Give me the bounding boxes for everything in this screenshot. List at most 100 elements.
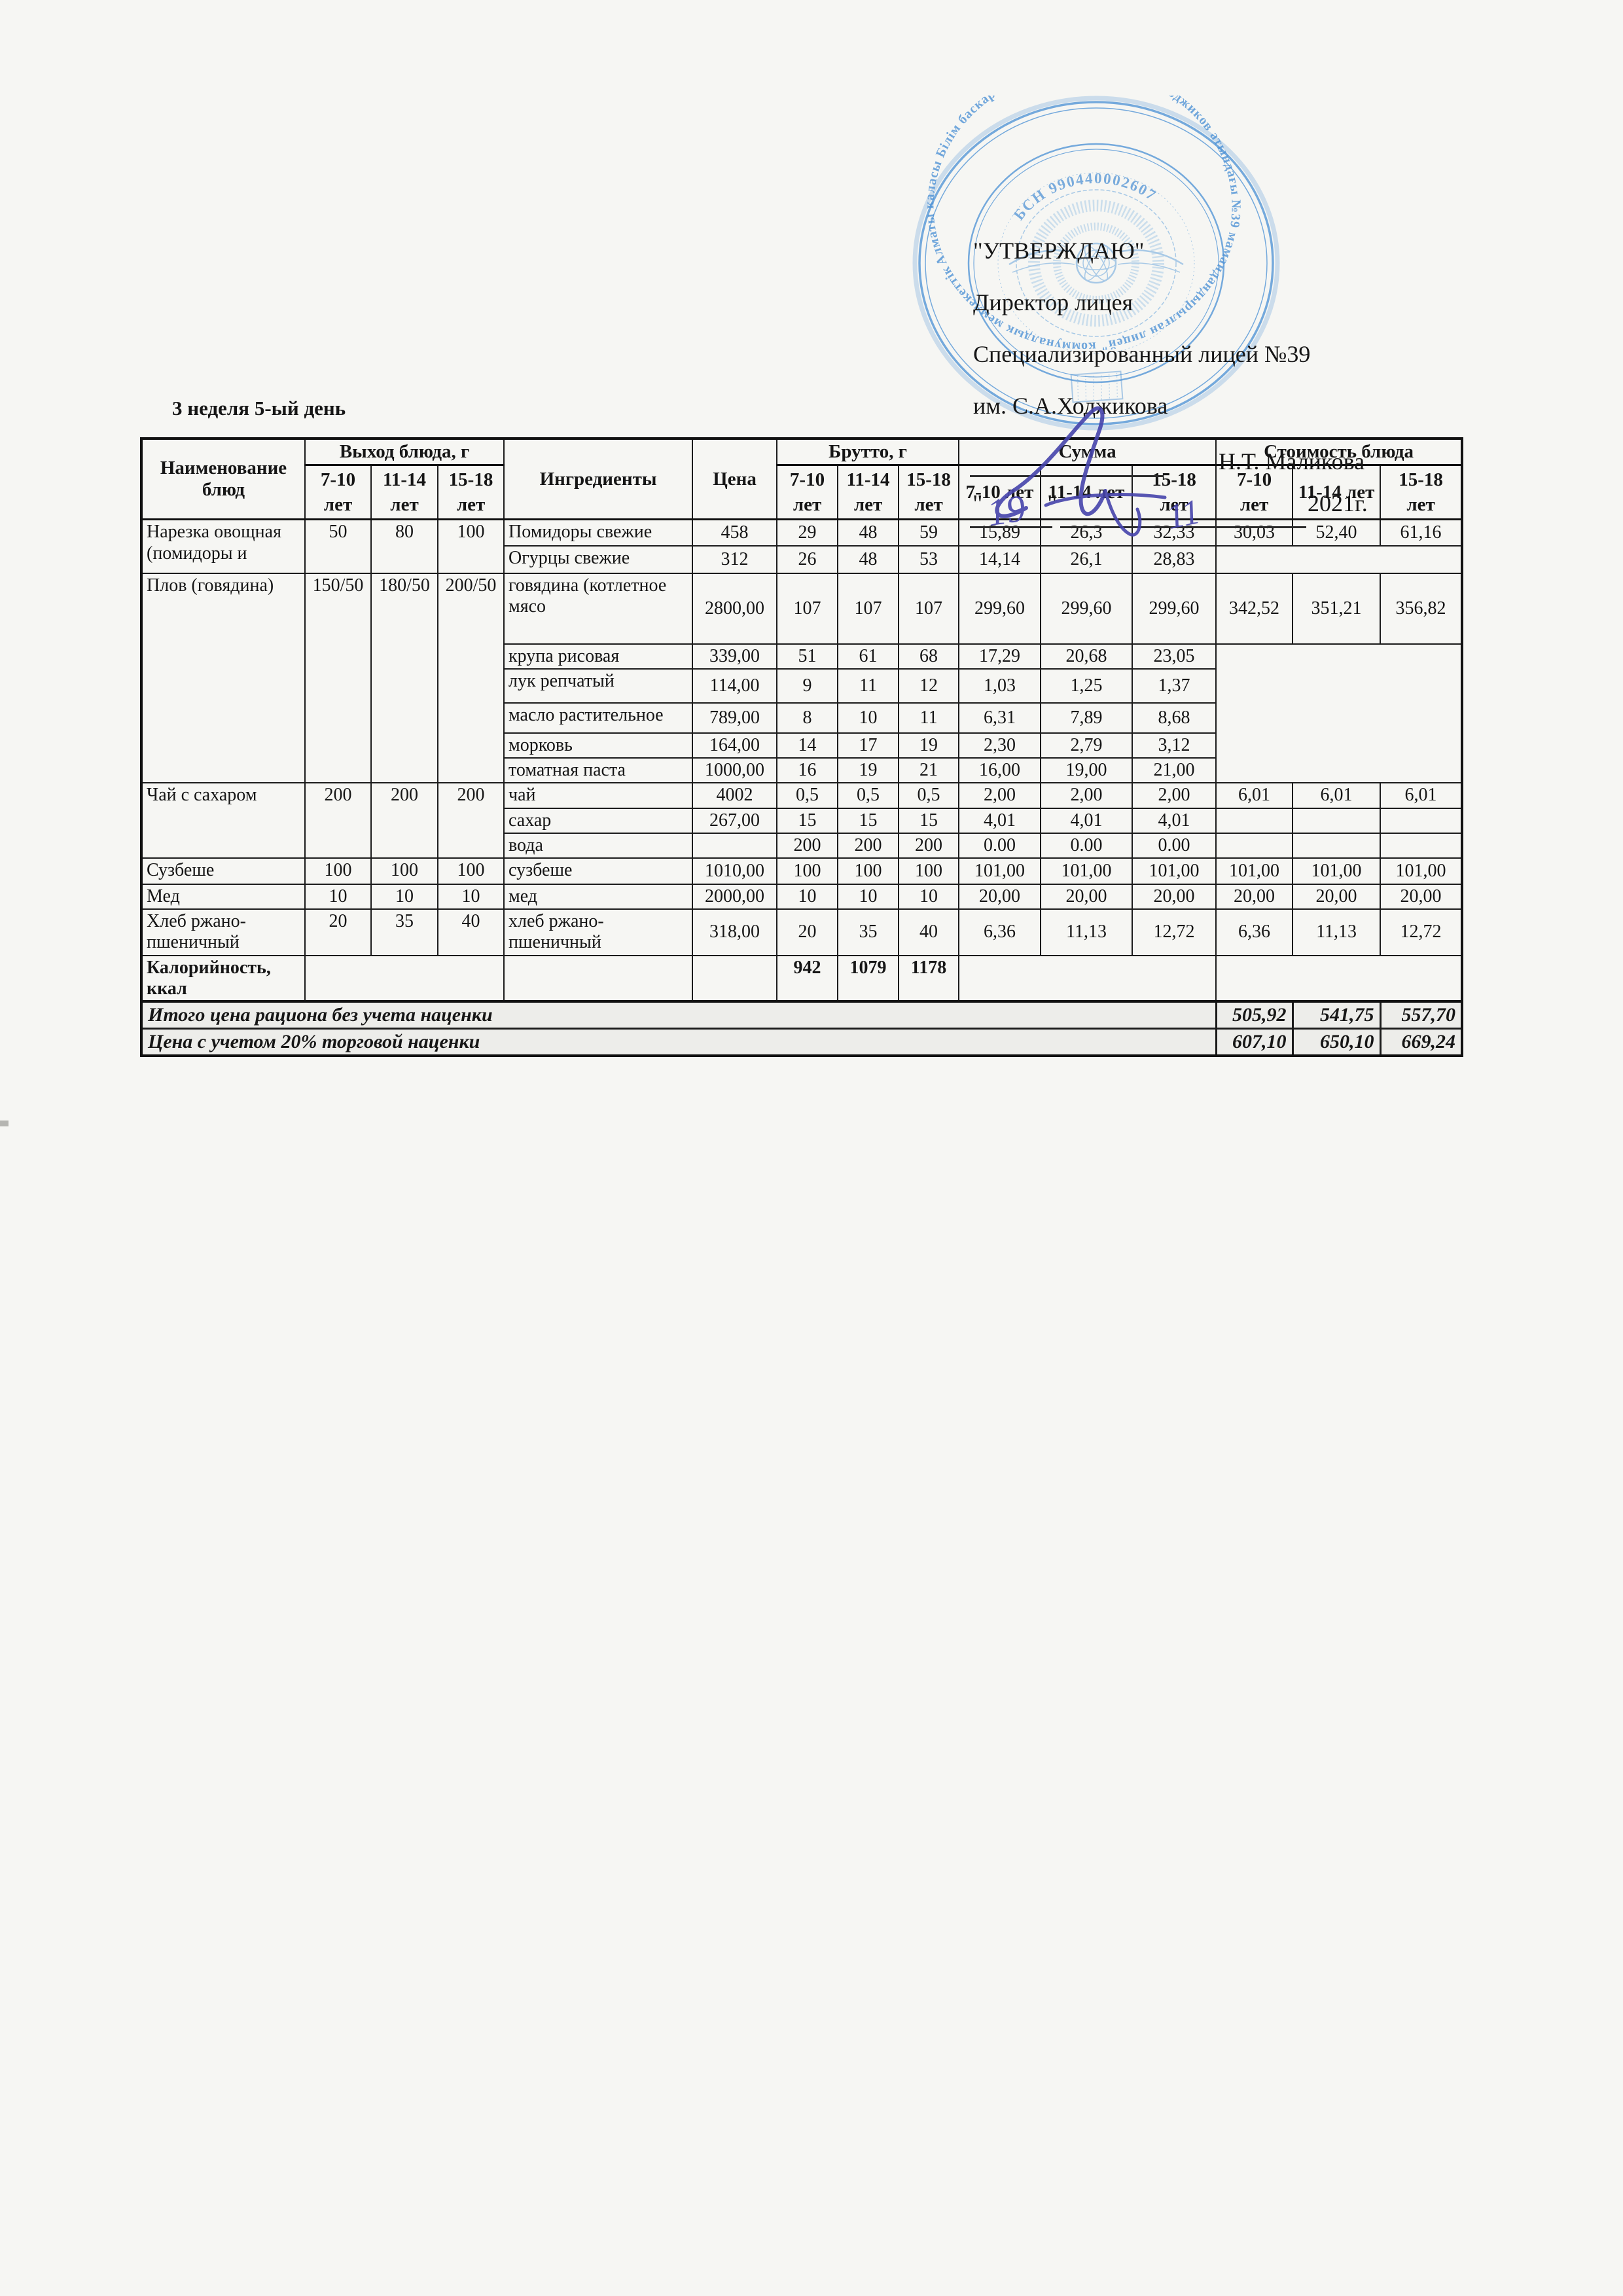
value-cell: 51 <box>776 643 839 670</box>
header-cost-group: Стоимость блюда <box>1215 438 1463 467</box>
stamp-rings <box>918 101 1274 425</box>
header-sum-age1: 7-10 лет <box>958 464 1042 521</box>
header-cost-age2: 11-14 лет <box>1292 464 1382 521</box>
value-cell: 10 <box>776 883 839 910</box>
value-cell: 10 <box>898 883 960 910</box>
value-cell: 164,00 <box>692 732 778 759</box>
value-cell: 12 <box>898 668 960 704</box>
value-cell: 101,00 <box>1040 857 1133 885</box>
value-cell: 40 <box>898 908 960 956</box>
page-title: 3 неделя 5-ый день <box>172 397 346 420</box>
value-cell: 0,5 <box>776 782 839 809</box>
value-cell: 29 <box>776 518 839 547</box>
output-value-cell: 20 <box>304 908 372 956</box>
value-cell: 32,33 <box>1132 518 1217 547</box>
empty-cell <box>1380 832 1463 859</box>
value-cell: 10 <box>837 883 900 910</box>
value-cell: 342,52 <box>1215 572 1294 645</box>
menu-table-row: Огурцы свежие 312 26 48 53 14,14 26,1 28,83 <box>141 545 1463 574</box>
menu-table-row: крупа рисовая 339,00 51 61 68 17,29 20,68 23,05 <box>141 643 1463 784</box>
ingredient-cell: лук репчатый <box>503 668 694 704</box>
value-cell: 8 <box>776 702 839 734</box>
stamp-hatch-box <box>1070 370 1124 403</box>
value-cell: 17,29 <box>958 643 1042 670</box>
value-cell: 200 <box>776 832 839 859</box>
ingredient-cell: чай <box>503 782 694 809</box>
output-value-cell: 200/50 <box>437 572 505 784</box>
value-cell: 4,01 <box>1132 807 1217 834</box>
value-cell: 101,00 <box>1132 857 1217 885</box>
value-cell: 351,21 <box>1292 572 1382 645</box>
value-cell: 11,13 <box>1040 908 1133 956</box>
value-cell: 14 <box>776 732 839 759</box>
value-cell: 0.00 <box>958 832 1042 859</box>
value-cell: 14,14 <box>958 545 1042 574</box>
totals-label: Цена с учетом 20% торговой наценки <box>140 1028 1217 1057</box>
empty-cell <box>1380 807 1463 834</box>
header-output-age3: 15-18 лет <box>437 464 505 521</box>
value-cell: 101,00 <box>1215 857 1294 885</box>
value-cell: 15 <box>898 807 960 834</box>
value-cell: 26 <box>776 545 839 574</box>
approval-line-lyceum: Специализированный лицей №39 <box>973 341 1311 367</box>
menu-table-row: Плов (говядина) 150/50 180/50 200/50 говядин… <box>141 572 1463 784</box>
approval-line-director: Директор лицея <box>973 289 1133 315</box>
empty-cell <box>1215 545 1463 574</box>
value-cell: 356,82 <box>1380 572 1463 645</box>
value-cell: 200 <box>898 832 960 859</box>
value-cell: 267,00 <box>692 807 778 834</box>
menu-table: Наименование блюд Выход блюда, г Ингреди… <box>140 437 1464 1011</box>
scan-speck <box>0 1121 9 1126</box>
header-ingredients: Ингредиенты <box>503 438 694 521</box>
value-cell: 6,31 <box>958 702 1042 734</box>
signature-line <box>970 458 1164 477</box>
value-cell: 9 <box>776 668 839 704</box>
value-cell: 312 <box>692 545 778 574</box>
menu-table-row: Чай с сахаром 200 200 200 чай 4002 0,5 0,5 0,5 2,… <box>141 782 1463 859</box>
date-month-line <box>1060 509 1306 528</box>
output-value-cell: 180/50 <box>370 572 438 784</box>
value-cell: 23,05 <box>1132 643 1217 670</box>
stamp-halo <box>912 96 1280 431</box>
dish-name-cell: Мед <box>141 883 306 910</box>
value-cell: 0.00 <box>1040 832 1133 859</box>
value-cell: 35 <box>837 908 900 956</box>
ingredient-cell: морковь <box>503 732 694 759</box>
header-brutto-group: Брутто, г <box>776 438 960 467</box>
value-cell: 15,89 <box>958 518 1042 547</box>
empty-cell <box>1215 643 1463 784</box>
dish-name-cell: Чай с сахаром <box>141 782 306 859</box>
value-cell: 2000,00 <box>692 883 778 910</box>
empty-cell <box>1292 807 1382 834</box>
output-value-cell: 200 <box>304 782 372 859</box>
value-cell: 17 <box>837 732 900 759</box>
value-cell: 7,89 <box>1040 702 1133 734</box>
value-cell: 20,68 <box>1040 643 1133 670</box>
totals-value-age1: 607,10 <box>1215 1028 1294 1057</box>
value-cell: 4,01 <box>1040 807 1133 834</box>
value-cell: 59 <box>898 518 960 547</box>
value-cell: 1010,00 <box>692 857 778 885</box>
menu-table-row: томатная паста 1000,00 16 19 21 16,00 19,00 21,… <box>141 757 1462 784</box>
value-cell: 61 <box>837 643 900 670</box>
value-cell: 339,00 <box>692 643 778 670</box>
output-value-cell: 100 <box>304 857 372 885</box>
value-cell: 1,03 <box>958 668 1042 704</box>
value-cell: 0,5 <box>898 782 960 809</box>
value-cell: 8,68 <box>1132 702 1217 734</box>
totals-row-without-markup: Итого цена рациона без учета наценки 505… <box>140 1000 1463 1030</box>
value-cell: 200 <box>837 832 900 859</box>
value-cell: 11,13 <box>1292 908 1382 956</box>
approval-block: "УТВЕРЖДАЮ" Директор лицея Специализиров… <box>973 225 1310 432</box>
value-cell: 68 <box>898 643 960 670</box>
header-output-age2: 11-14 лет <box>370 464 438 521</box>
value-cell: 12,72 <box>1380 908 1463 956</box>
header-brutto-age1: 7-10 лет <box>776 464 839 521</box>
value-cell: 4002 <box>692 782 778 809</box>
header-cost-age3: 15-18 лет <box>1380 464 1463 521</box>
value-cell: 2,30 <box>958 732 1042 759</box>
value-cell: 1000,00 <box>692 757 778 784</box>
ingredient-cell: мед <box>503 883 694 910</box>
value-cell: 100 <box>776 857 839 885</box>
output-value-cell: 10 <box>370 883 438 910</box>
